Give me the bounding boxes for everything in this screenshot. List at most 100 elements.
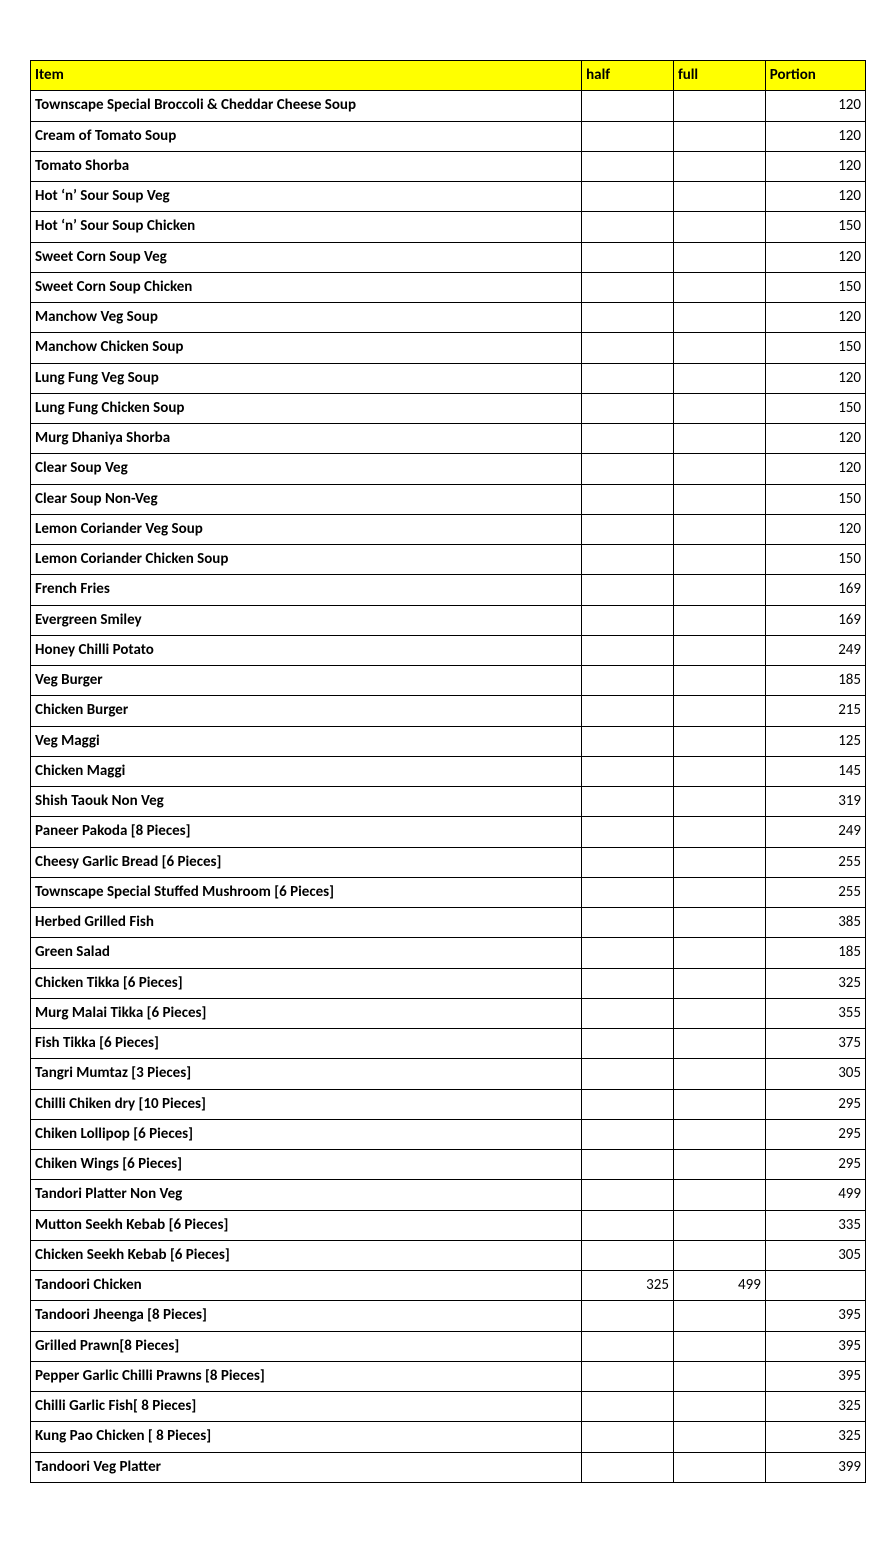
item-name-cell: Tandoori Jheenga [8 Pieces] bbox=[31, 1301, 582, 1331]
half-price-cell bbox=[582, 545, 674, 575]
table-row: French Fries169 bbox=[31, 575, 866, 605]
portion-price-cell: 185 bbox=[765, 666, 865, 696]
full-price-cell bbox=[673, 151, 765, 181]
portion-price-cell: 385 bbox=[765, 908, 865, 938]
item-name-cell: French Fries bbox=[31, 575, 582, 605]
portion-price-cell: 255 bbox=[765, 877, 865, 907]
portion-price-cell: 120 bbox=[765, 303, 865, 333]
portion-price-cell: 319 bbox=[765, 787, 865, 817]
full-price-cell bbox=[673, 272, 765, 302]
full-price-cell bbox=[673, 1331, 765, 1361]
item-name-cell: Chilli Garlic Fish[ 8 Pieces] bbox=[31, 1392, 582, 1422]
half-price-cell bbox=[582, 1301, 674, 1331]
half-price-cell bbox=[582, 1392, 674, 1422]
table-row: Hot ‘n’ Sour Soup Chicken150 bbox=[31, 212, 866, 242]
item-name-cell: Chicken Maggi bbox=[31, 756, 582, 786]
table-row: Green Salad185 bbox=[31, 938, 866, 968]
full-price-cell bbox=[673, 333, 765, 363]
portion-price-cell: 120 bbox=[765, 91, 865, 121]
half-price-cell bbox=[582, 877, 674, 907]
half-price-cell bbox=[582, 151, 674, 181]
table-row: Tangri Mumtaz [3 Pieces] 305 bbox=[31, 1059, 866, 1089]
item-name-cell: Clear Soup Non-Veg bbox=[31, 484, 582, 514]
table-row: Sweet Corn Soup Veg120 bbox=[31, 242, 866, 272]
table-row: Kung Pao Chicken [ 8 Pieces]325 bbox=[31, 1422, 866, 1452]
item-name-cell: Lung Fung Veg Soup bbox=[31, 363, 582, 393]
item-name-cell: Shish Taouk Non Veg bbox=[31, 787, 582, 817]
full-price-cell bbox=[673, 1119, 765, 1149]
portion-price-cell: 120 bbox=[765, 454, 865, 484]
item-name-cell: Evergreen Smiley bbox=[31, 605, 582, 635]
item-name-cell: Grilled Prawn[8 Pieces] bbox=[31, 1331, 582, 1361]
item-name-cell: Paneer Pakoda [8 Pieces] bbox=[31, 817, 582, 847]
portion-price-cell: 325 bbox=[765, 968, 865, 998]
item-name-cell: Manchow Veg Soup bbox=[31, 303, 582, 333]
half-price-cell bbox=[582, 454, 674, 484]
table-row: Clear Soup Veg120 bbox=[31, 454, 866, 484]
half-price-cell bbox=[582, 1240, 674, 1270]
table-row: Tandoori Veg Platter399 bbox=[31, 1452, 866, 1482]
portion-price-cell: 120 bbox=[765, 363, 865, 393]
half-price-cell bbox=[582, 424, 674, 454]
column-header-item: Item bbox=[31, 61, 582, 91]
full-price-cell bbox=[673, 998, 765, 1028]
table-row: Grilled Prawn[8 Pieces]395 bbox=[31, 1331, 866, 1361]
full-price-cell bbox=[673, 242, 765, 272]
table-row: Herbed Grilled Fish385 bbox=[31, 908, 866, 938]
half-price-cell: 325 bbox=[582, 1271, 674, 1301]
portion-price-cell: 305 bbox=[765, 1059, 865, 1089]
half-price-cell bbox=[582, 968, 674, 998]
column-header-full: full bbox=[673, 61, 765, 91]
portion-price-cell: 120 bbox=[765, 242, 865, 272]
full-price-cell bbox=[673, 635, 765, 665]
portion-price-cell: 215 bbox=[765, 696, 865, 726]
portion-price-cell: 255 bbox=[765, 847, 865, 877]
full-price-cell bbox=[673, 1422, 765, 1452]
half-price-cell bbox=[582, 1089, 674, 1119]
item-name-cell: Chiken Wings [6 Pieces] bbox=[31, 1150, 582, 1180]
full-price-cell bbox=[673, 1089, 765, 1119]
table-row: Chiken Lollipop [6 Pieces]295 bbox=[31, 1119, 866, 1149]
table-row: Tandoori Chicken325499 bbox=[31, 1271, 866, 1301]
half-price-cell bbox=[582, 1119, 674, 1149]
full-price-cell bbox=[673, 1452, 765, 1482]
table-row: Cheesy Garlic Bread [6 Pieces]255 bbox=[31, 847, 866, 877]
half-price-cell bbox=[582, 393, 674, 423]
full-price-cell: 499 bbox=[673, 1271, 765, 1301]
full-price-cell bbox=[673, 1180, 765, 1210]
half-price-cell bbox=[582, 938, 674, 968]
full-price-cell bbox=[673, 605, 765, 635]
table-row: Veg Maggi125 bbox=[31, 726, 866, 756]
table-row: Lemon Coriander Chicken Soup150 bbox=[31, 545, 866, 575]
half-price-cell bbox=[582, 635, 674, 665]
item-name-cell: Lemon Coriander Veg Soup bbox=[31, 514, 582, 544]
full-price-cell bbox=[673, 696, 765, 726]
full-price-cell bbox=[673, 666, 765, 696]
table-row: Hot ‘n’ Sour Soup Veg120 bbox=[31, 182, 866, 212]
item-name-cell: Lemon Coriander Chicken Soup bbox=[31, 545, 582, 575]
table-row: Chicken Burger215 bbox=[31, 696, 866, 726]
portion-price-cell: 375 bbox=[765, 1029, 865, 1059]
full-price-cell bbox=[673, 454, 765, 484]
table-row: Townscape Special Broccoli & Cheddar Che… bbox=[31, 91, 866, 121]
portion-price-cell: 169 bbox=[765, 605, 865, 635]
full-price-cell bbox=[673, 545, 765, 575]
full-price-cell bbox=[673, 1150, 765, 1180]
item-name-cell: Lung Fung Chicken Soup bbox=[31, 393, 582, 423]
table-row: Chiken Wings [6 Pieces]295 bbox=[31, 1150, 866, 1180]
table-row: Townscape Special Stuffed Mushroom [6 Pi… bbox=[31, 877, 866, 907]
half-price-cell bbox=[582, 1059, 674, 1089]
table-row: Manchow Chicken Soup150 bbox=[31, 333, 866, 363]
table-header: Item half full Portion bbox=[31, 61, 866, 91]
half-price-cell bbox=[582, 1180, 674, 1210]
portion-price-cell: 325 bbox=[765, 1392, 865, 1422]
portion-price-cell: 395 bbox=[765, 1361, 865, 1391]
column-header-half: half bbox=[582, 61, 674, 91]
item-name-cell: Veg Maggi bbox=[31, 726, 582, 756]
item-name-cell: Tangri Mumtaz [3 Pieces] bbox=[31, 1059, 582, 1089]
portion-price-cell: 150 bbox=[765, 393, 865, 423]
portion-price-cell: 295 bbox=[765, 1089, 865, 1119]
half-price-cell bbox=[582, 787, 674, 817]
item-name-cell: Kung Pao Chicken [ 8 Pieces] bbox=[31, 1422, 582, 1452]
portion-price-cell: 150 bbox=[765, 333, 865, 363]
